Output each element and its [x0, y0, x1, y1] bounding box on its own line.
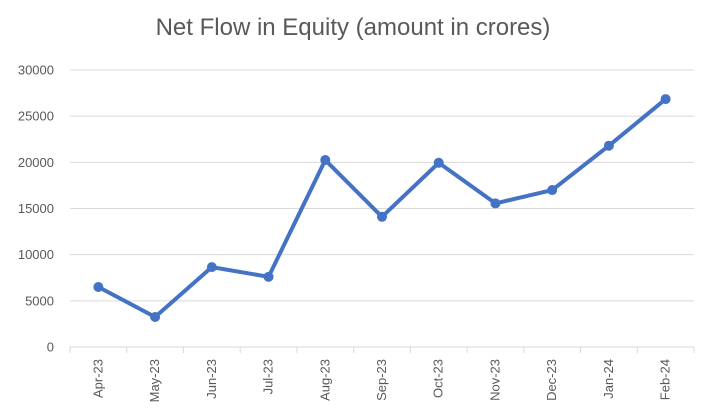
y-axis-tick-labels: 0 5000 10000 15000 20000 25000 30000: [18, 63, 54, 355]
y-tick-label: 10000: [18, 247, 54, 262]
x-axis: [69, 346, 695, 353]
series-layer: [93, 94, 671, 322]
y-tick-label: 15000: [18, 201, 54, 216]
data-point: [547, 185, 558, 196]
data-point: [150, 311, 161, 322]
data-point: [433, 157, 444, 168]
y-tick-label: 5000: [25, 293, 54, 308]
data-point: [93, 281, 104, 292]
x-axis-tick-labels: Apr-23 May-23 Jun-23 Jul-23 Aug-23 Sep-23 Oct-…: [90, 359, 672, 402]
chart-title: Net Flow in Equity (amount in crores): [155, 14, 551, 41]
x-tick-label: Dec-23: [544, 359, 559, 401]
data-point: [377, 211, 387, 222]
data-point: [490, 198, 501, 209]
x-tick-label: Oct-23: [431, 359, 446, 398]
y-tick-label: 20000: [18, 155, 54, 170]
x-tick-label: Jan-24: [601, 359, 616, 399]
x-tick-label: Jun-23: [204, 359, 219, 399]
x-tick-label: Apr-23: [90, 359, 105, 398]
x-tick-label: Jul-23: [261, 359, 276, 394]
data-point: [603, 140, 614, 151]
data-point: [660, 94, 671, 105]
y-tick-label: 25000: [18, 109, 54, 124]
x-tick-label: Feb-24: [658, 359, 673, 400]
gridlines: [70, 69, 694, 302]
data-point: [263, 271, 274, 282]
x-tick-label: Sep-23: [374, 359, 389, 401]
x-tick-label: Nov-23: [487, 359, 502, 401]
data-point: [320, 155, 331, 166]
x-tick-label: Aug-23: [317, 359, 332, 401]
y-tick-label: 0: [47, 340, 54, 355]
data-point: [206, 262, 217, 273]
y-tick-label: 30000: [18, 63, 54, 78]
x-tick-label: May-23: [147, 359, 162, 402]
